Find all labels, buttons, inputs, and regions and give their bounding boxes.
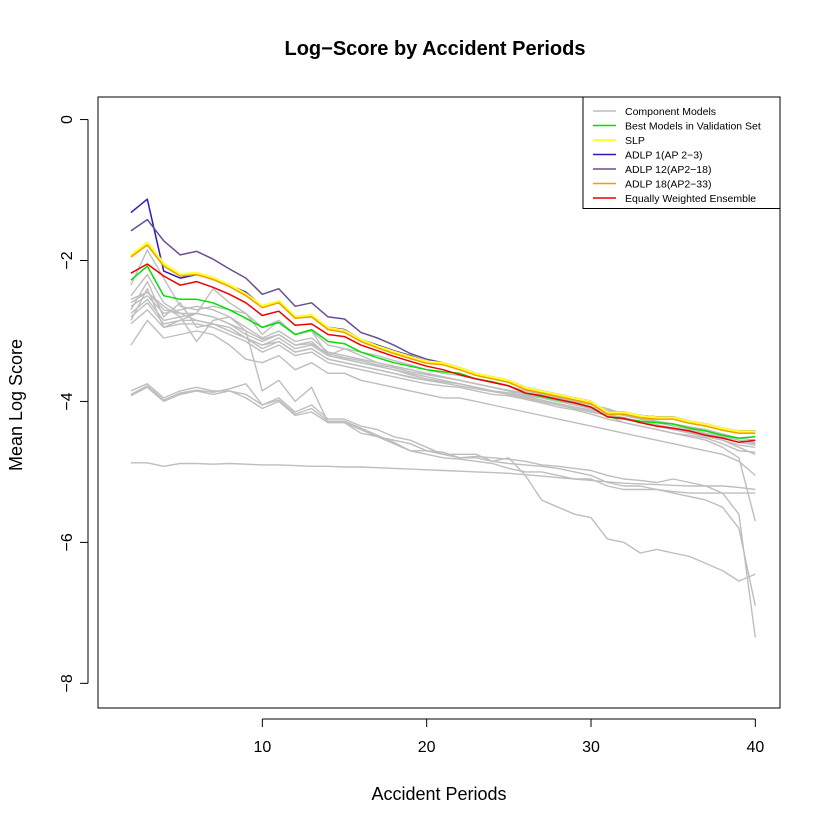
- legend-label: ADLP 18(AP2−33): [625, 178, 712, 190]
- y-tick-label: −4: [59, 392, 76, 410]
- series-line-adlp-18-ap2-33: [130, 244, 756, 434]
- component-model-line-12: [130, 249, 756, 445]
- component-model-line-4: [130, 383, 756, 638]
- series-line-best-models-in-validation-set: [130, 265, 756, 439]
- component-model-line-5: [130, 291, 756, 582]
- legend-label: SLP: [625, 135, 645, 147]
- series-lines: [129, 198, 756, 638]
- component-model-line-15: [130, 291, 756, 441]
- x-tick-label: 40: [746, 739, 764, 756]
- legend-label: Equally Weighted Ensemble: [625, 193, 756, 205]
- component-model-line-6: [130, 319, 756, 476]
- component-model-line-2: [130, 383, 756, 494]
- legend-label: ADLP 1(AP 2−3): [625, 149, 703, 161]
- x-axis-label: Accident Periods: [371, 784, 506, 804]
- series-line-slp: [129, 241, 756, 434]
- y-axis-label: Mean Log Score: [6, 339, 26, 471]
- y-tick-label: −8: [59, 674, 76, 692]
- y-tick-label: −6: [59, 533, 76, 551]
- component-model-line-13: [130, 280, 756, 446]
- x-tick-label: 20: [418, 739, 436, 756]
- component-model-line-11: [130, 309, 756, 453]
- legend-box: [582, 96, 781, 209]
- legend: Component Models Best Models in Validatio…: [582, 96, 781, 209]
- component-model-line-1: [130, 462, 756, 491]
- y-tick-label: 0: [59, 115, 76, 124]
- legend-label: ADLP 12(AP2−18): [625, 164, 712, 176]
- series-line-adlp-12-ap2-18: [130, 218, 756, 432]
- y-tick-label: −2: [59, 251, 76, 269]
- series-line-equally-weighted-ensemble: [130, 263, 756, 444]
- plot-frame: [97, 96, 781, 709]
- chart-title: Log−Score by Accident Periods: [284, 38, 585, 60]
- x-tick-label: 10: [253, 739, 271, 756]
- x-axis: 10 20 30 40: [253, 718, 764, 756]
- component-model-line-7: [130, 288, 756, 522]
- x-tick-label: 30: [582, 739, 600, 756]
- legend-label: Best Models in Validation Set: [625, 120, 761, 132]
- y-axis: 0 −2 −4 −6 −8: [59, 115, 89, 692]
- legend-label: Component Models: [625, 106, 716, 118]
- component-model-line-3: [130, 386, 756, 606]
